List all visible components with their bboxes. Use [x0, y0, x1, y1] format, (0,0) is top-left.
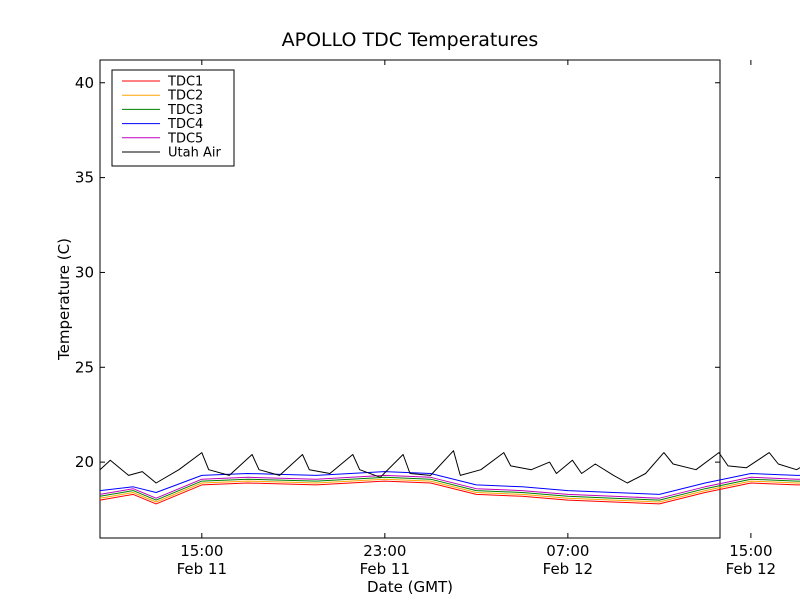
series-line-tdc2: [99, 478, 800, 503]
series-layer: [99, 450, 800, 505]
x-tick-label-time: 23:00: [363, 542, 406, 560]
plot-frame: [99, 59, 721, 539]
x-axis-label: Date (GMT): [367, 578, 453, 596]
x-tick-label-time: 07:00: [546, 542, 589, 560]
series-line-tdc5: [99, 474, 800, 499]
x-tick-label-date: Feb 11: [360, 560, 410, 578]
y-tick-label: 40: [75, 74, 94, 92]
series-line-tdc3: [99, 476, 800, 501]
legend-label: TDC1: [167, 75, 203, 90]
legend-label: Utah Air: [168, 146, 221, 161]
legend-label: TDC4: [167, 117, 203, 132]
y-tick-label: 30: [75, 263, 94, 281]
x-tick-label-time: 15:00: [729, 542, 772, 560]
series-line-tdc1: [99, 480, 800, 505]
x-tick-label-date: Feb 11: [177, 560, 227, 578]
y-tick-label: 25: [75, 358, 94, 376]
legend-frame: [111, 69, 235, 167]
x-tick-label-date: Feb 12: [726, 560, 776, 578]
series-line-tdc4: [99, 471, 800, 495]
x-tick-label-time: 15:00: [180, 542, 223, 560]
legend-label: TDC3: [167, 103, 203, 118]
x-tick-label-date: Feb 12: [543, 560, 593, 578]
legend-label: TDC2: [167, 89, 203, 104]
y-tick-label: 35: [75, 169, 94, 187]
legend-label: TDC5: [167, 131, 203, 146]
series-line-utah-air: [99, 450, 800, 484]
y-tick-label: 20: [75, 453, 94, 471]
y-axis-label: Temperature (C): [55, 238, 73, 361]
chart-title: APOLLO TDC Temperatures: [282, 29, 539, 51]
